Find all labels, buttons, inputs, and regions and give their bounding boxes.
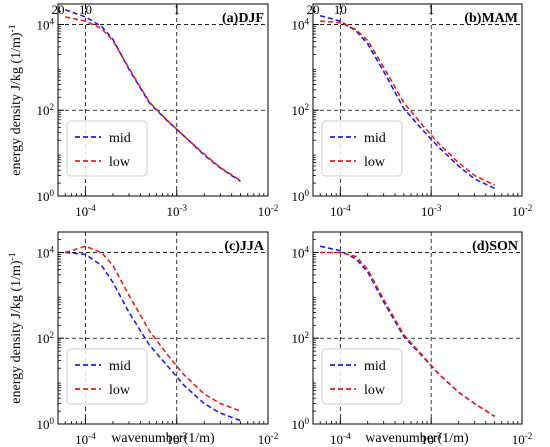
top-tick-label: 10 [79, 2, 92, 17]
y-axis-label: energy density J/kg (1/m)-1 [7, 24, 25, 175]
x-tick-label: 10-4 [330, 203, 351, 219]
x-tick-label: 10-4 [75, 431, 96, 447]
y-tick-label: 100 [291, 188, 309, 204]
legend: mid low [66, 120, 148, 177]
y-tick-label: 100 [291, 416, 309, 432]
x-axis-label: wavenumber(1/m) [365, 431, 469, 446]
legend: mid low [321, 120, 403, 177]
top-tick-label: 1 [428, 2, 435, 17]
legend: mid low [321, 348, 403, 405]
series-line-low [65, 16, 241, 182]
legend-frame [66, 348, 148, 405]
x-axis-label: wavenumber(1/m) [111, 431, 215, 446]
legend-label-low: low [364, 383, 386, 398]
y-tick-label: 102 [291, 330, 309, 346]
y-tick-label: 100 [36, 416, 54, 432]
panel-title: (a)DJF [222, 11, 264, 26]
panel-title: (c)JJA [224, 239, 265, 254]
y-axis-label: energy density J/kg (1/m)-1 [7, 252, 25, 403]
legend-label-mid: mid [364, 131, 386, 146]
x-tick-label: 10-3 [166, 203, 187, 219]
series-line-mid [319, 14, 496, 190]
x-tick-label: 10-4 [75, 203, 96, 219]
x-tick-label: 10-2 [512, 431, 533, 447]
axes-frame [312, 231, 523, 425]
axes-frame [57, 3, 269, 197]
x-tick-label: 10-2 [258, 431, 279, 447]
x-tick-label: 10-3 [421, 203, 442, 219]
y-tick-label: 102 [291, 102, 309, 118]
y-tick-label: 104 [36, 244, 54, 260]
legend-label-mid: mid [109, 359, 131, 374]
x-tick-label: 10-2 [258, 203, 279, 219]
panel-title: (d)SON [472, 239, 518, 254]
x-tick-label: 10-4 [330, 431, 351, 447]
series-line-low [320, 251, 496, 418]
y-tick-label: 104 [36, 16, 54, 32]
legend-label-low: low [109, 155, 131, 170]
legend-frame [321, 120, 403, 177]
legend-frame [66, 120, 148, 177]
legend: mid low [66, 348, 148, 405]
y-tick-label: 100 [36, 188, 54, 204]
series-line-mid [65, 251, 241, 422]
series-line-mid [320, 245, 496, 418]
top-tick-label: 10 [334, 2, 347, 17]
legend-frame [321, 348, 403, 405]
y-tick-label: 104 [291, 16, 309, 32]
legend-label-low: low [364, 155, 386, 170]
legend-label-low: low [109, 383, 131, 398]
axes-frame [57, 231, 269, 425]
y-tick-label: 104 [291, 244, 309, 260]
series-line-low [64, 245, 241, 412]
panel-title: (b)MAM [464, 11, 518, 26]
x-tick-label: 10-2 [512, 203, 533, 219]
top-tick-label: 1 [173, 2, 180, 17]
y-tick-label: 102 [36, 102, 54, 118]
series-line-mid [64, 9, 241, 182]
y-tick-label: 102 [36, 330, 54, 346]
legend-label-mid: mid [109, 131, 131, 146]
axes-frame [312, 3, 523, 197]
legend-label-mid: mid [364, 359, 386, 374]
